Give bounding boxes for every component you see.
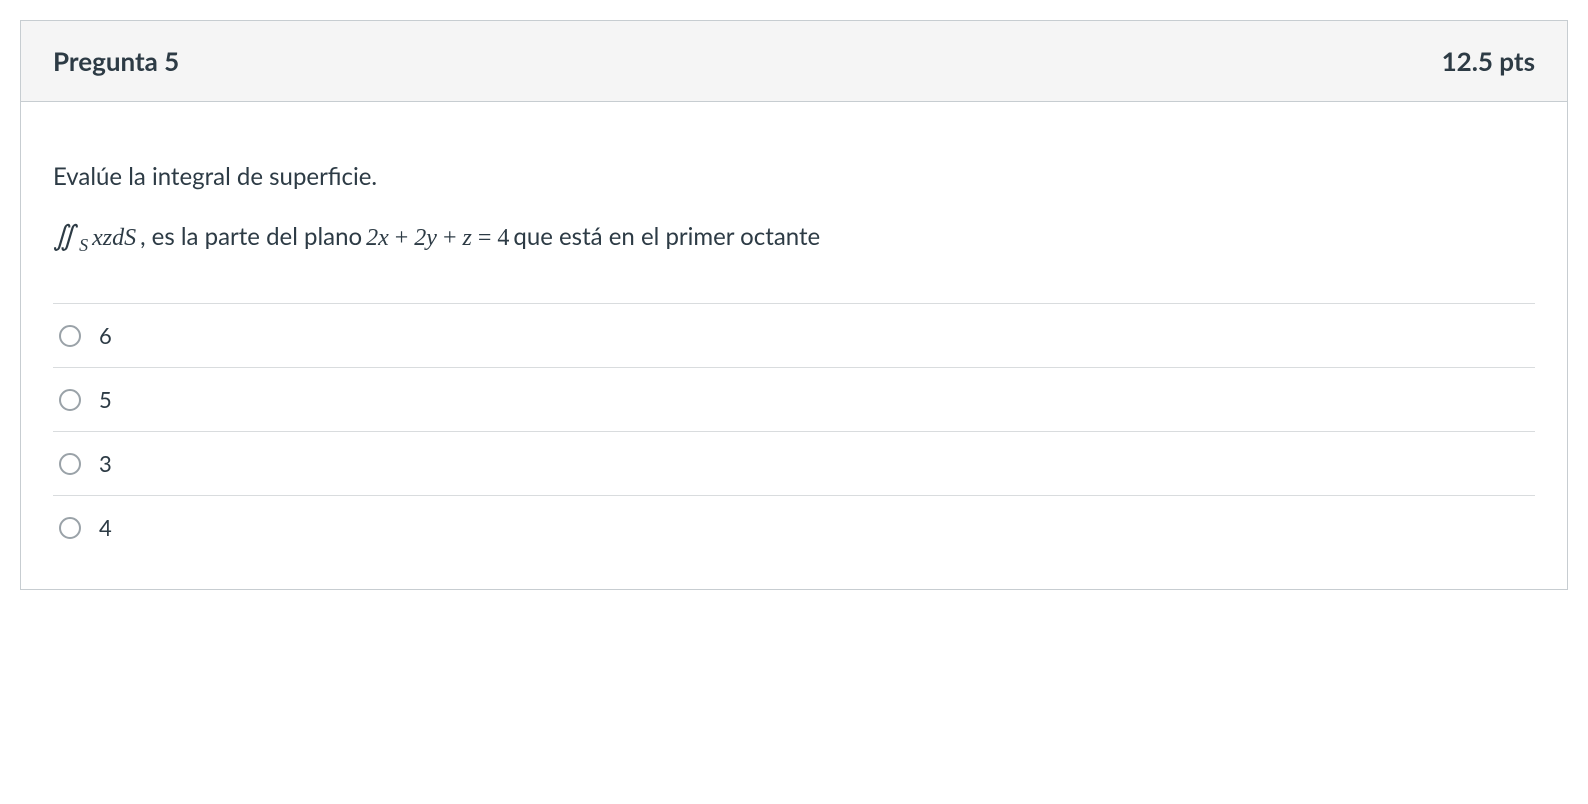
question-points: 12.5 pts — [1442, 45, 1535, 77]
radio-icon[interactable] — [59, 517, 81, 539]
integrand: xzdS — [92, 225, 136, 252]
answer-option[interactable]: 5 — [53, 368, 1535, 432]
answer-label: 6 — [99, 322, 112, 349]
answer-option[interactable]: 6 — [53, 304, 1535, 368]
question-body: Evalúe la integral de superficie. ∬S xzd… — [21, 102, 1567, 589]
answer-label: 4 — [99, 514, 112, 541]
answer-label: 5 — [99, 386, 112, 413]
answer-option[interactable]: 3 — [53, 432, 1535, 496]
text-mid2: que está en el primer octante — [513, 222, 820, 251]
integral-symbol: ∬ — [53, 219, 75, 253]
text-mid1: , es la parte del plano — [140, 222, 362, 251]
answer-option[interactable]: 4 — [53, 496, 1535, 559]
question-card: Pregunta 5 12.5 pts Evalúe la integral d… — [20, 20, 1568, 590]
integral-subscript: S — [79, 235, 88, 256]
radio-icon[interactable] — [59, 389, 81, 411]
question-title: Pregunta 5 — [53, 45, 179, 77]
question-prompt: Evalúe la integral de superficie. — [53, 162, 1535, 191]
answer-options: 6 5 3 4 — [53, 303, 1535, 559]
question-header: Pregunta 5 12.5 pts — [21, 21, 1567, 102]
answer-label: 3 — [99, 450, 112, 477]
radio-icon[interactable] — [59, 325, 81, 347]
radio-icon[interactable] — [59, 453, 81, 475]
plane-term1: 2x + 2y + z = 4 — [366, 225, 509, 252]
question-math-line: ∬S xzdS, es la parte del plano 2x + 2y +… — [53, 219, 1535, 253]
